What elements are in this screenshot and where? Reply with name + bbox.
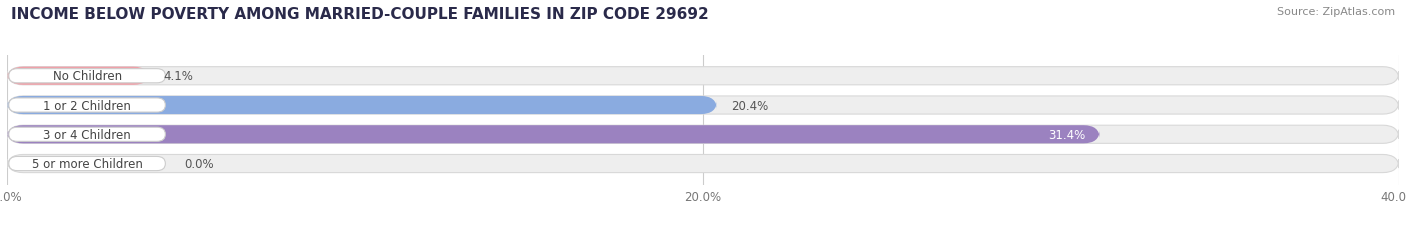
Text: 5 or more Children: 5 or more Children [31, 157, 142, 170]
Text: 4.1%: 4.1% [163, 70, 194, 83]
FancyBboxPatch shape [7, 97, 717, 115]
FancyBboxPatch shape [7, 67, 1399, 85]
Text: 1 or 2 Children: 1 or 2 Children [44, 99, 131, 112]
Text: Source: ZipAtlas.com: Source: ZipAtlas.com [1277, 7, 1395, 17]
Text: 20.4%: 20.4% [731, 99, 768, 112]
FancyBboxPatch shape [7, 97, 1399, 115]
FancyBboxPatch shape [8, 98, 166, 112]
Text: INCOME BELOW POVERTY AMONG MARRIED-COUPLE FAMILIES IN ZIP CODE 29692: INCOME BELOW POVERTY AMONG MARRIED-COUPL… [11, 7, 709, 22]
Text: 0.0%: 0.0% [184, 157, 214, 170]
FancyBboxPatch shape [7, 155, 1399, 173]
FancyBboxPatch shape [8, 69, 166, 83]
FancyBboxPatch shape [7, 67, 149, 85]
Text: 3 or 4 Children: 3 or 4 Children [44, 128, 131, 141]
FancyBboxPatch shape [8, 128, 166, 142]
FancyBboxPatch shape [8, 157, 166, 171]
FancyBboxPatch shape [7, 126, 1099, 144]
Text: No Children: No Children [52, 70, 122, 83]
Text: 31.4%: 31.4% [1049, 128, 1085, 141]
FancyBboxPatch shape [7, 126, 1399, 144]
